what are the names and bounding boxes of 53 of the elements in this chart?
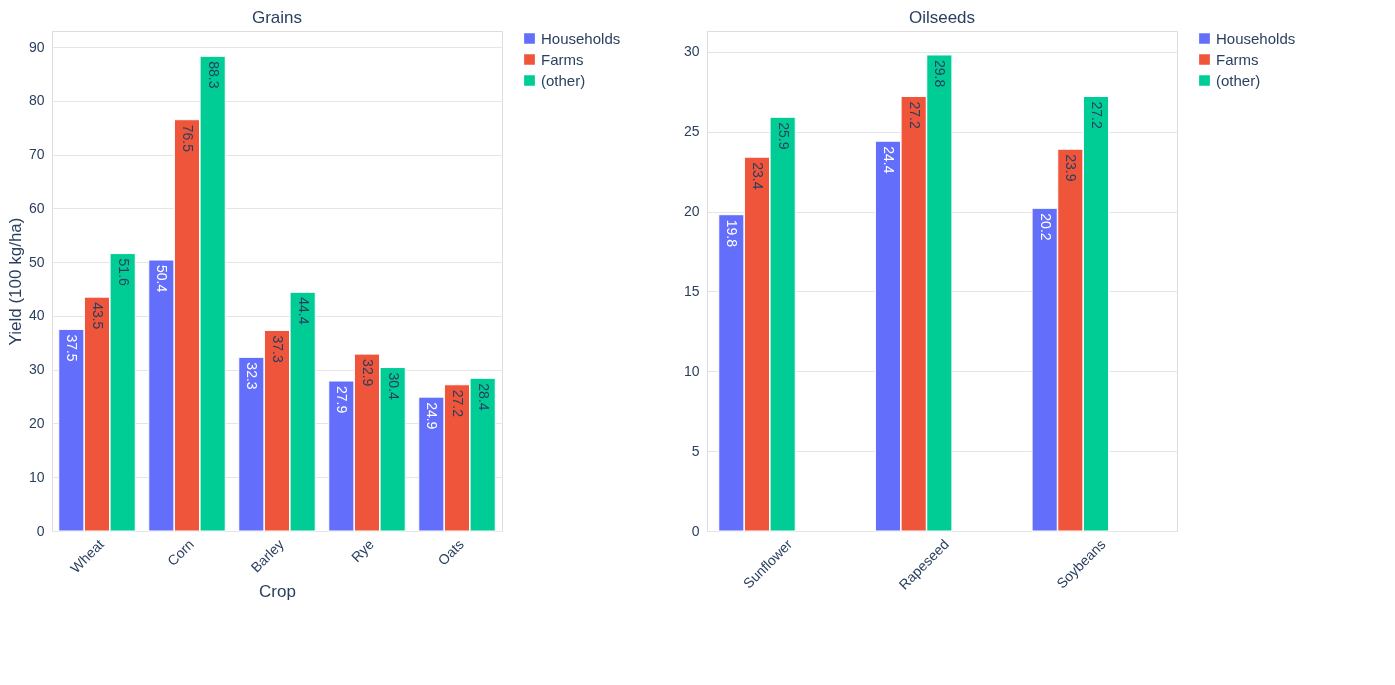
data-label: 27.9 bbox=[334, 386, 351, 414]
y-tick-label: 10 bbox=[683, 362, 700, 379]
y-tick-label: 40 bbox=[28, 307, 45, 324]
chart-title: Oilseeds bbox=[908, 8, 976, 27]
data-label: 50.4 bbox=[154, 265, 171, 293]
legend-label: (other) bbox=[1216, 71, 1261, 89]
data-label: 25.9 bbox=[775, 122, 792, 150]
x-tick-label: Oats bbox=[434, 536, 467, 569]
data-label: 88.3 bbox=[205, 61, 222, 89]
data-label: 32.9 bbox=[360, 359, 376, 387]
data-label: 20.2 bbox=[1037, 213, 1054, 241]
data-label: 30.4 bbox=[385, 372, 402, 401]
data-label: 32.3 bbox=[244, 362, 261, 390]
y-tick-label: 60 bbox=[28, 199, 45, 216]
data-label: 27.2 bbox=[906, 101, 923, 129]
data-label: 76.5 bbox=[180, 124, 196, 153]
y-tick-label: 30 bbox=[683, 43, 700, 60]
legend-label: Farms bbox=[541, 50, 584, 68]
y-tick-label: 0 bbox=[691, 522, 700, 539]
y-tick-label: 70 bbox=[28, 146, 45, 163]
y-tick-label: 20 bbox=[683, 203, 700, 220]
data-label: 28.4 bbox=[475, 383, 492, 411]
data-label: 24.4 bbox=[881, 146, 897, 174]
y-axis-title: Yield (100 kg/ha) bbox=[5, 217, 25, 346]
y-tick-label: 50 bbox=[28, 253, 45, 270]
y-tick-label: 5 bbox=[691, 442, 700, 459]
legend-label: Farms bbox=[1216, 50, 1259, 68]
chart-title: Grains bbox=[251, 8, 303, 27]
data-label: 24.9 bbox=[424, 402, 441, 430]
legend-label: Households bbox=[1216, 29, 1296, 47]
data-label: 23.9 bbox=[1063, 154, 1080, 182]
data-label: 19.8 bbox=[724, 219, 741, 248]
data-label: 37.3 bbox=[270, 335, 286, 363]
y-tick-label: 15 bbox=[683, 282, 700, 299]
legend-label: Households bbox=[541, 29, 621, 47]
y-tick-label: 80 bbox=[28, 92, 45, 109]
y-tick-label: 30 bbox=[28, 361, 45, 378]
data-label: 43.5 bbox=[90, 302, 106, 330]
data-label: 37.5 bbox=[64, 334, 81, 362]
legend-label: (other) bbox=[541, 71, 586, 89]
data-label: 51.6 bbox=[115, 258, 132, 287]
data-label: 27.2 bbox=[1089, 101, 1105, 129]
data-label: 27.2 bbox=[450, 389, 466, 418]
data-label: 44.4 bbox=[295, 297, 312, 325]
data-label: 29.8 bbox=[932, 59, 949, 88]
data-label: 23.4 bbox=[750, 162, 766, 190]
y-tick-label: 20 bbox=[28, 414, 45, 431]
y-tick-label: 25 bbox=[683, 123, 700, 140]
y-tick-label: 10 bbox=[28, 468, 45, 485]
x-tick-label: Rye bbox=[347, 535, 378, 566]
y-tick-label: 0 bbox=[36, 522, 45, 539]
y-tick-label: 90 bbox=[28, 38, 45, 55]
x-axis-title: Crop bbox=[259, 582, 296, 602]
